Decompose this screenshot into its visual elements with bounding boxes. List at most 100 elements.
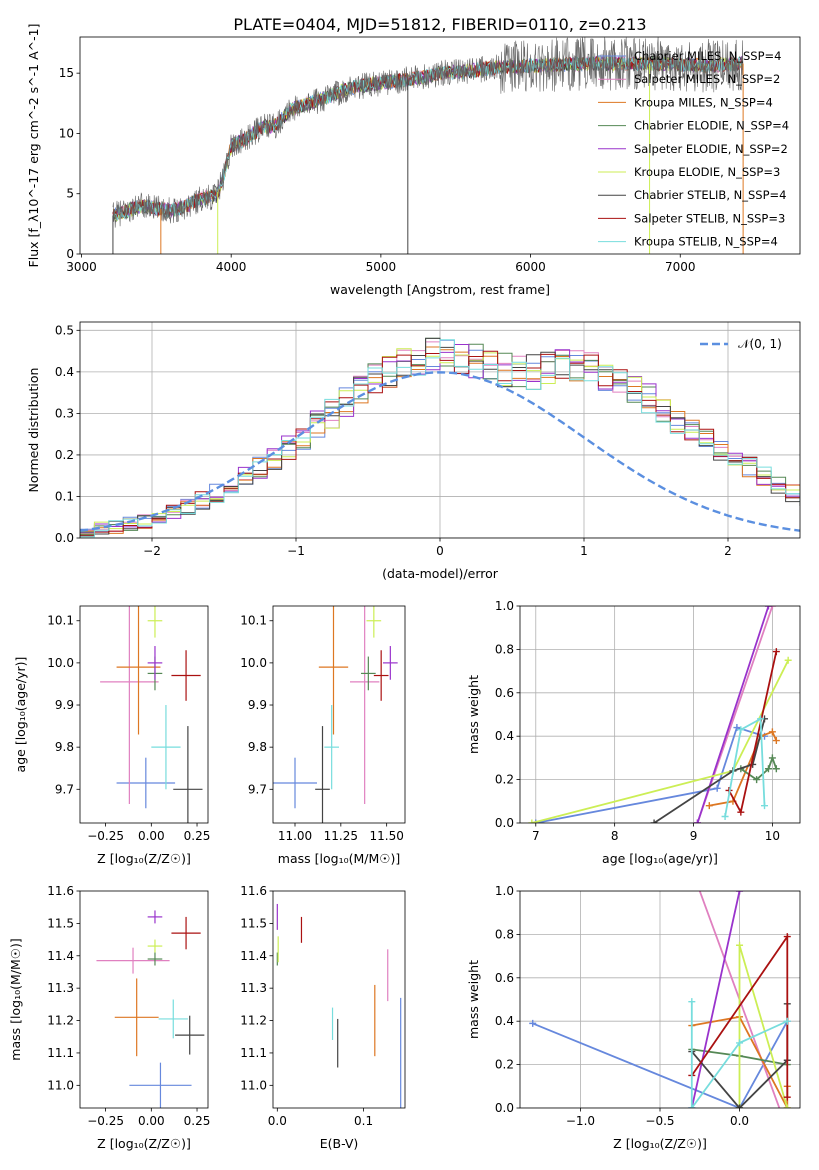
y-tick-label: 11.0 bbox=[47, 1078, 74, 1092]
legend-label: Salpeter MILES, N_SSP=2 bbox=[634, 72, 780, 86]
y-tick-label: 11.4 bbox=[240, 949, 267, 963]
point-marker bbox=[772, 765, 780, 773]
point-marker bbox=[784, 656, 792, 664]
x-tick-label: −1.0 bbox=[566, 1114, 595, 1128]
x-tick-label: −2 bbox=[143, 544, 161, 558]
x-tick-label: 5000 bbox=[366, 260, 397, 274]
legend-label: Chabrier MILES, N_SSP=4 bbox=[634, 49, 781, 63]
y-tick-label: 10.0 bbox=[240, 656, 267, 670]
x-tick-label: 11.50 bbox=[369, 829, 403, 843]
data-point bbox=[315, 726, 330, 823]
y-tick-label: 9.8 bbox=[248, 740, 267, 754]
y-tick-label: 9.8 bbox=[55, 740, 74, 754]
y-axis-label: age [log₁₀(age/yr)] bbox=[13, 657, 28, 773]
y-tick-label: 11.0 bbox=[240, 1078, 267, 1092]
legend-label: Chabrier ELODIE, N_SSP=4 bbox=[634, 119, 789, 133]
point-marker bbox=[705, 802, 713, 810]
x-tick-label: 8 bbox=[611, 829, 619, 843]
x-tick-label: 4000 bbox=[216, 260, 247, 274]
panel-weight_vs_age: 7 8 9 10 0.0 0.2 0.4 0.6 0.8 1.0 age [log₁₀(age/yr… bbox=[466, 599, 801, 866]
y-tick-label: 11.1 bbox=[240, 1046, 267, 1060]
y-tick-label: 0.3 bbox=[55, 406, 74, 420]
x-tick-label: −0.25 bbox=[87, 1114, 124, 1128]
y-tick-label: 0.1 bbox=[55, 489, 74, 503]
point-marker bbox=[783, 933, 791, 941]
y-tick-label: 0.2 bbox=[495, 773, 514, 787]
x-tick-label: 9 bbox=[690, 829, 698, 843]
point-marker bbox=[783, 1093, 791, 1101]
y-axis-label: Normed distribution bbox=[26, 368, 41, 493]
legend-label: Kroupa MILES, N_SSP=4 bbox=[634, 95, 773, 109]
point-marker bbox=[529, 1019, 537, 1027]
y-tick-label: 0.4 bbox=[495, 729, 514, 743]
x-tick-label: 7 bbox=[532, 829, 540, 843]
plot-area bbox=[80, 322, 800, 538]
data-point bbox=[129, 1062, 192, 1108]
x-tick-label: 0 bbox=[436, 544, 444, 558]
y-tick-label: 0.2 bbox=[55, 448, 74, 462]
point-marker bbox=[650, 819, 658, 823]
y-tick-label: 11.5 bbox=[240, 916, 267, 930]
y-tick-label: 0.6 bbox=[495, 971, 514, 985]
point-marker bbox=[784, 1126, 791, 1133]
x-tick-label: 2 bbox=[724, 544, 732, 558]
x-tick-label: 0.0 bbox=[268, 1114, 287, 1128]
y-tick-label: 1.0 bbox=[495, 599, 514, 613]
data-point bbox=[171, 916, 201, 950]
plot-area bbox=[520, 891, 800, 1133]
data-point bbox=[366, 606, 382, 638]
plot-area bbox=[273, 606, 398, 823]
data-point bbox=[116, 757, 176, 809]
point-marker bbox=[532, 819, 540, 823]
point-marker bbox=[772, 648, 780, 656]
y-tick-label: 0.0 bbox=[55, 531, 74, 545]
plot-area bbox=[96, 910, 205, 1108]
panel-age_vs_Z: −0.25 0.00 0.25 9.7 9.8 9.9 10.0 10.1 Z [log₁₀(Z… bbox=[13, 605, 210, 866]
panel-residuals: −2 −1 0 1 2 0.0 0.1 0.2 0.3 0.4 0.5 (data-model)/er… bbox=[26, 321, 801, 581]
panel-mass_vs_ebv: 0.0 0.1 11.0 11.1 11.2 11.3 11.4 11.5 11.6 E(B-V) bbox=[240, 884, 406, 1151]
point-marker bbox=[736, 891, 744, 895]
data-point bbox=[100, 606, 159, 805]
point-marker bbox=[737, 808, 745, 816]
y-tick-label: 10 bbox=[59, 126, 74, 140]
x-tick-label: −0.5 bbox=[645, 1114, 674, 1128]
series-line bbox=[535, 726, 765, 823]
x-axis-label: E(B-V) bbox=[320, 1136, 359, 1151]
y-tick-label: 11.3 bbox=[47, 981, 74, 995]
y-tick-label: 0.4 bbox=[55, 365, 74, 379]
y-tick-label: 0.5 bbox=[55, 323, 74, 337]
histogram-step bbox=[80, 339, 800, 538]
point-marker bbox=[768, 606, 776, 610]
panel-weight_vs_Z: −1.0 −0.5 0.0 0.0 0.2 0.4 0.6 0.8 1.0 Z [log₁₀(Z/… bbox=[466, 884, 801, 1151]
x-tick-label: 0.0 bbox=[730, 1114, 749, 1128]
x-axis-label: wavelength [Angstrom, rest frame] bbox=[330, 282, 550, 297]
data-point bbox=[173, 726, 203, 823]
y-tick-label: 11.6 bbox=[47, 884, 74, 898]
legend-label: 𝒩(0, 1) bbox=[738, 337, 782, 351]
y-tick-label: 0.4 bbox=[495, 1014, 514, 1028]
y-tick-label: 15 bbox=[59, 66, 74, 80]
y-tick-label: 9.9 bbox=[248, 698, 267, 712]
y-tick-label: 11.1 bbox=[47, 1046, 74, 1060]
axes-frame bbox=[272, 605, 406, 824]
x-tick-label: 3000 bbox=[66, 260, 97, 274]
y-tick-label: 0.8 bbox=[495, 927, 514, 941]
y-tick-label: 11.3 bbox=[240, 981, 267, 995]
y-tick-label: 0.2 bbox=[495, 1058, 514, 1072]
x-tick-label: 6000 bbox=[515, 260, 546, 274]
x-tick-label: 0.00 bbox=[138, 829, 165, 843]
data-point bbox=[361, 656, 376, 691]
histogram-step bbox=[80, 348, 800, 535]
data-point bbox=[373, 650, 389, 701]
y-tick-label: 11.6 bbox=[240, 884, 267, 898]
series-line bbox=[690, 891, 741, 1108]
x-axis-label: mass [log₁₀(M/M☉)] bbox=[278, 851, 400, 866]
point-marker bbox=[772, 737, 780, 745]
legend-label: Salpeter STELIB, N_SSP=3 bbox=[634, 211, 785, 225]
x-axis-label: Z [log₁₀(Z/Z☉)] bbox=[97, 1136, 191, 1151]
data-point bbox=[175, 1015, 205, 1055]
data-point bbox=[147, 606, 163, 638]
panel-spectrum: 3000 4000 5000 6000 7000 0 5 10 15 wavelength [An… bbox=[26, 24, 801, 297]
y-tick-label: 0 bbox=[66, 247, 74, 261]
axes-frame bbox=[79, 36, 801, 255]
